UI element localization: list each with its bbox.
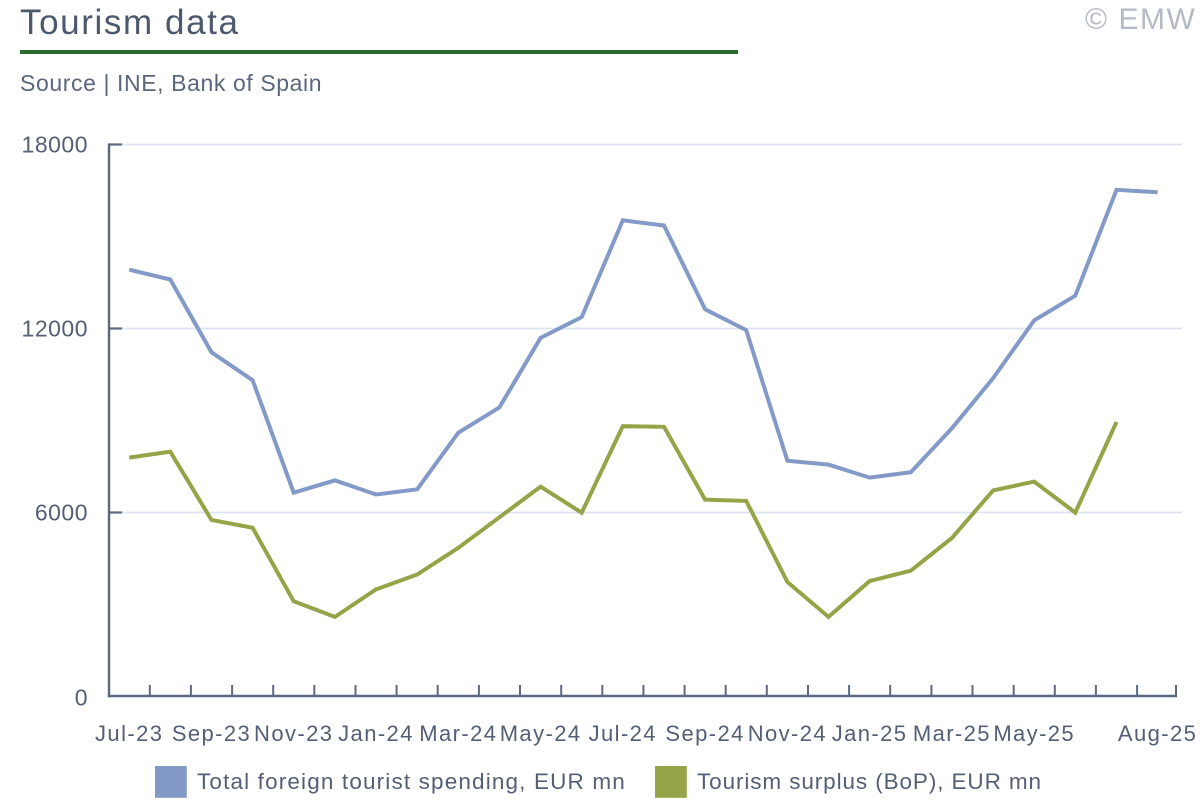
svg-text:Mar-25: Mar-25 <box>913 721 991 746</box>
svg-text:Total foreign tourist spending: Total foreign tourist spending, EUR mn <box>197 769 626 794</box>
svg-text:Aug-25: Aug-25 <box>1118 721 1197 746</box>
svg-text:Jul-24: Jul-24 <box>589 721 657 746</box>
svg-text:May-24: May-24 <box>500 721 582 746</box>
svg-text:6000: 6000 <box>35 500 88 526</box>
svg-text:May-25: May-25 <box>993 721 1075 746</box>
svg-text:Jan-24: Jan-24 <box>338 721 414 746</box>
svg-text:Nov-23: Nov-23 <box>254 721 333 746</box>
svg-text:18000: 18000 <box>22 132 88 158</box>
svg-text:Tourism surplus (BoP), EUR mn: Tourism surplus (BoP), EUR mn <box>697 769 1042 794</box>
svg-text:Jul-23: Jul-23 <box>95 721 163 746</box>
svg-text:0: 0 <box>75 685 88 711</box>
svg-text:Jan-25: Jan-25 <box>832 721 908 746</box>
svg-text:Nov-24: Nov-24 <box>748 721 827 746</box>
svg-text:12000: 12000 <box>22 316 88 342</box>
svg-text:Sep-24: Sep-24 <box>665 721 744 746</box>
svg-text:Sep-23: Sep-23 <box>172 721 251 746</box>
svg-text:Mar-24: Mar-24 <box>419 721 497 746</box>
